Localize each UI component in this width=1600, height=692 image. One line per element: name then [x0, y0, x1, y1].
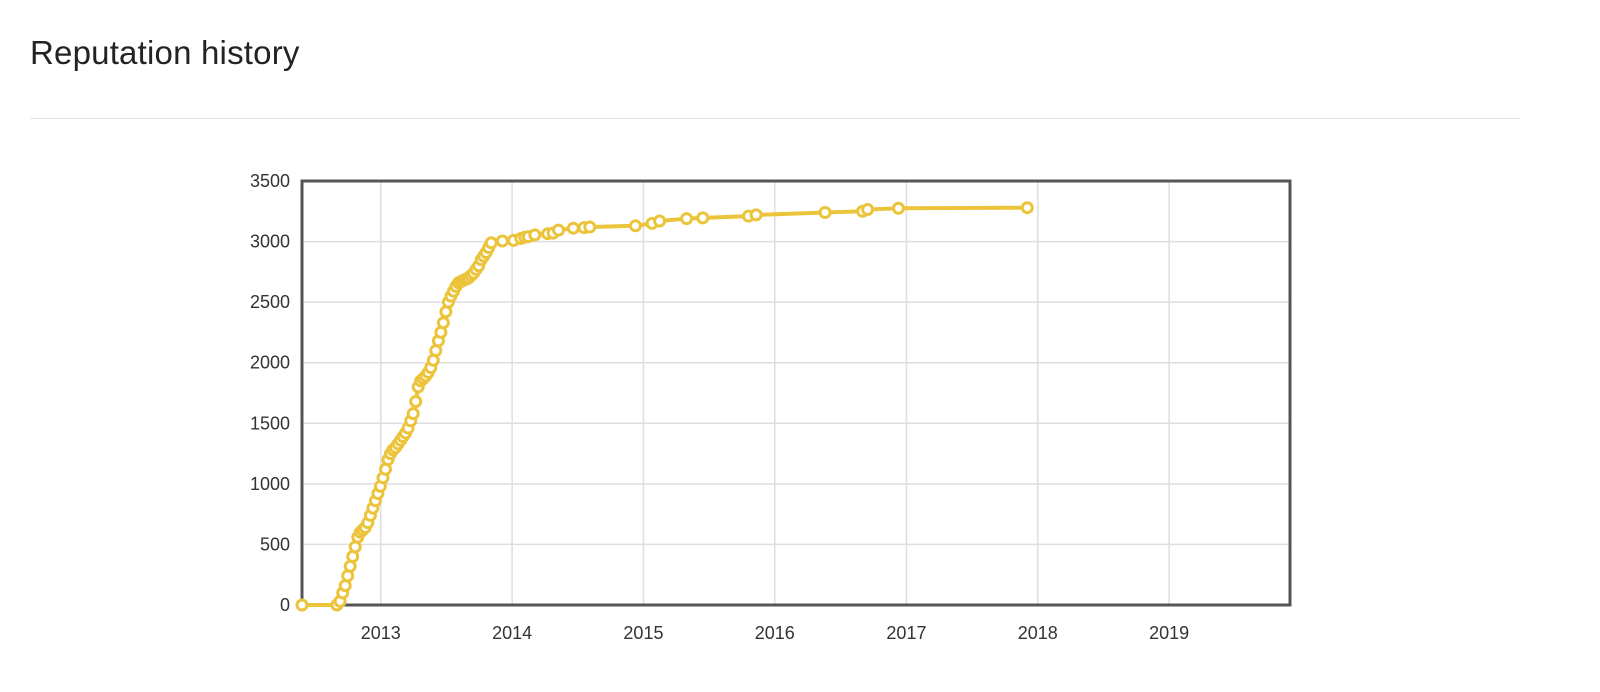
- x-tick-label: 2015: [623, 623, 663, 643]
- x-tick-label: 2013: [361, 623, 401, 643]
- grid-lines: [302, 181, 1290, 605]
- data-point[interactable]: [295, 598, 309, 612]
- series-markers: [295, 201, 1034, 612]
- data-point[interactable]: [528, 228, 542, 242]
- y-tick-label: 3500: [250, 171, 290, 191]
- data-point[interactable]: [583, 220, 597, 234]
- series-line: [300, 205, 1030, 607]
- data-point[interactable]: [861, 203, 875, 216]
- data-point[interactable]: [749, 208, 763, 222]
- data-point[interactable]: [436, 316, 450, 330]
- data-point[interactable]: [680, 212, 694, 226]
- header-divider: [30, 118, 1520, 119]
- y-tick-label: 500: [260, 534, 290, 554]
- data-point[interactable]: [495, 234, 509, 248]
- data-point[interactable]: [484, 236, 498, 250]
- data-point[interactable]: [629, 219, 642, 233]
- data-point[interactable]: [818, 206, 832, 219]
- data-point[interactable]: [406, 407, 420, 421]
- x-tick-label: 2017: [886, 623, 926, 643]
- series-line-path: [300, 205, 1030, 607]
- data-point[interactable]: [653, 214, 667, 228]
- x-tick-label: 2018: [1018, 623, 1058, 643]
- data-point[interactable]: [892, 201, 905, 215]
- plot-frame-rect: [300, 179, 1292, 607]
- y-tick-label: 1000: [250, 474, 290, 494]
- axis-labels: 0 500 1000 1500 2000 2500 3000 3500 2013 2014 2015…: [250, 171, 1189, 643]
- data-point[interactable]: [1020, 201, 1034, 215]
- plot-frame: [300, 179, 1292, 607]
- x-tick-label: 2014: [492, 623, 532, 643]
- y-tick-label: 0: [280, 595, 290, 615]
- data-point[interactable]: [566, 221, 580, 235]
- y-tick-label: 3000: [250, 232, 290, 252]
- y-tick-label: 1500: [250, 413, 290, 433]
- data-point[interactable]: [552, 223, 565, 237]
- data-point[interactable]: [409, 395, 423, 408]
- data-point[interactable]: [696, 211, 710, 225]
- x-tick-label: 2016: [755, 623, 795, 643]
- page-title: Reputation history: [30, 34, 300, 71]
- y-tick-label: 2500: [250, 292, 290, 312]
- y-tick-label: 2000: [250, 353, 290, 373]
- x-tick-label: 2019: [1149, 623, 1189, 643]
